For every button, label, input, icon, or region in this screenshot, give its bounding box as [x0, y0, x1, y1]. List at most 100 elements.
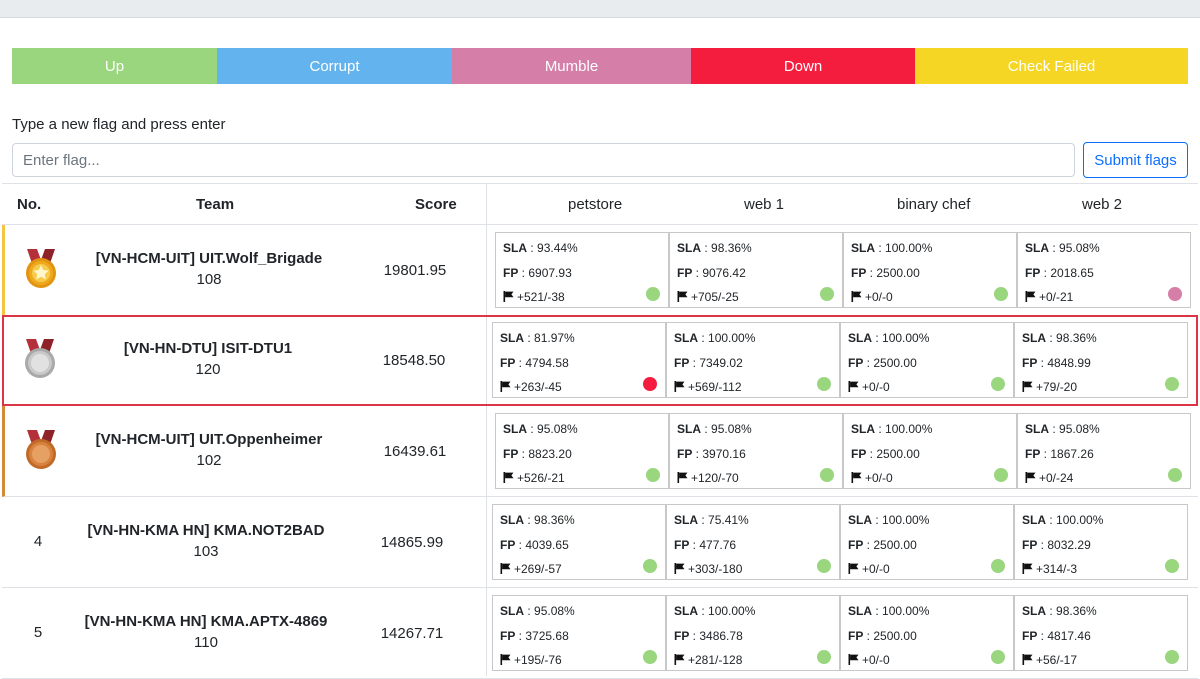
sla-line: SLA : 81.97%	[500, 331, 575, 345]
fp-value: 4817.46	[1047, 629, 1091, 643]
legend-label: Corrupt	[309, 57, 360, 75]
sla-line: SLA : 95.08%	[1025, 422, 1100, 436]
sla-label: SLA	[1025, 422, 1049, 436]
separator: :	[1049, 241, 1060, 255]
separator: :	[872, 604, 883, 618]
sla-label: SLA	[848, 604, 872, 618]
sla-line: SLA : 95.08%	[500, 604, 575, 618]
separator: :	[875, 241, 886, 255]
status-dot	[817, 377, 831, 391]
service-card: SLA : 100.00% FP : 8032.29 +314/-3	[1014, 504, 1188, 580]
sla-line: SLA : 100.00%	[851, 241, 932, 255]
header-service-web2: web 2	[1082, 196, 1123, 213]
flag-icon	[848, 563, 859, 574]
flag-icon	[851, 291, 862, 302]
flag-icon	[674, 654, 685, 665]
fp-label: FP	[677, 266, 693, 280]
sla-label: SLA	[851, 422, 875, 436]
separator: :	[524, 604, 535, 618]
scoreboard-table: No. Team Score petstore web 1 binary che…	[2, 183, 1198, 679]
sla-label: SLA	[674, 331, 698, 345]
flag-icon	[851, 472, 862, 483]
fp-value: 2500.00	[876, 266, 920, 280]
flags-line: +120/-70	[677, 471, 739, 485]
fp-line: FP : 3486.78	[674, 629, 743, 643]
team-score: 16439.61	[383, 443, 447, 460]
separator: :	[872, 513, 883, 527]
status-dot	[1165, 559, 1179, 573]
sla-value: 93.44%	[537, 241, 578, 255]
sla-line: SLA : 100.00%	[848, 513, 929, 527]
status-dot	[646, 468, 660, 482]
status-dot	[643, 377, 657, 391]
team-id: 120	[195, 361, 221, 378]
separator: :	[701, 241, 712, 255]
flag-input[interactable]	[12, 143, 1075, 177]
team-name: [VN-HN-KMA HN] KMA.NOT2BAD	[87, 522, 325, 539]
separator: :	[692, 266, 703, 280]
flag-icon	[500, 381, 511, 392]
flags-value: +195/-76	[514, 653, 562, 667]
flags-value: +281/-128	[688, 653, 743, 667]
flag-icon	[848, 381, 859, 392]
team-name: [VN-HCM-UIT] UIT.Wolf_Brigade	[95, 250, 323, 267]
fp-line: FP : 8032.29	[1022, 538, 1091, 552]
fp-value: 477.76	[699, 538, 737, 552]
sla-line: SLA : 98.36%	[1022, 331, 1097, 345]
sla-value: 95.08%	[711, 422, 752, 436]
separator: :	[698, 331, 709, 345]
fp-value: 3725.68	[525, 629, 569, 643]
column-divider	[486, 184, 487, 676]
flags-line: +79/-20	[1022, 380, 1077, 394]
fp-value: 9076.42	[702, 266, 746, 280]
sla-value: 81.97%	[534, 331, 575, 345]
browser-top-bar	[0, 0, 1200, 18]
flags-line: +303/-180	[674, 562, 742, 576]
header-service-binary-chef: binary chef	[897, 196, 971, 213]
sla-label: SLA	[848, 331, 872, 345]
sla-value: 98.36%	[1056, 331, 1097, 345]
submit-flags-button[interactable]: Submit flags	[1083, 142, 1188, 178]
flags-line: +269/-57	[500, 562, 562, 576]
legend-check-failed: Check Failed	[915, 48, 1188, 84]
team-id: 102	[196, 452, 222, 469]
sla-value: 95.08%	[537, 422, 578, 436]
fp-label: FP	[674, 356, 690, 370]
header-service-web1: web 1	[744, 196, 785, 213]
fp-value: 2500.00	[873, 629, 917, 643]
sla-value: 100.00%	[882, 331, 930, 345]
fp-label: FP	[1022, 629, 1038, 643]
flags-line: +56/-17	[1022, 653, 1077, 667]
fp-line: FP : 4794.58	[500, 356, 569, 370]
separator: :	[1037, 538, 1048, 552]
flag-icon	[677, 472, 688, 483]
separator: :	[1040, 266, 1051, 280]
fp-value: 6907.93	[528, 266, 572, 280]
service-card: SLA : 81.97% FP : 4794.58 +263/-45	[492, 322, 666, 398]
fp-label: FP	[503, 266, 519, 280]
fp-label: FP	[674, 629, 690, 643]
separator: :	[518, 266, 529, 280]
sla-label: SLA	[674, 604, 698, 618]
sla-label: SLA	[503, 241, 527, 255]
flags-line: +521/-38	[503, 290, 565, 304]
flags-value: +263/-45	[514, 380, 562, 394]
flags-value: +521/-38	[517, 290, 565, 304]
sla-label: SLA	[503, 422, 527, 436]
sla-value: 98.36%	[1056, 604, 1097, 618]
flag-icon	[1022, 654, 1033, 665]
rank-number: 4	[33, 533, 43, 550]
flags-line: +0/-0	[848, 653, 890, 667]
flags-line: +0/-0	[848, 562, 890, 576]
separator: :	[1040, 447, 1051, 461]
sla-label: SLA	[500, 331, 524, 345]
flag-icon	[1025, 291, 1036, 302]
flags-value: +269/-57	[514, 562, 562, 576]
fp-value: 1867.26	[1050, 447, 1094, 461]
silver-medal-icon	[18, 335, 62, 385]
flags-value: +0/-0	[862, 653, 890, 667]
sla-label: SLA	[1022, 513, 1046, 527]
separator: :	[701, 422, 712, 436]
table-row: [VN-HCM-UIT] UIT.Oppenheimer 102 16439.61 S…	[2, 406, 1198, 497]
fp-value: 2500.00	[873, 356, 917, 370]
